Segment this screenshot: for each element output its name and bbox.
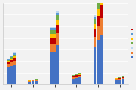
- Bar: [53, 27, 56, 28]
- Bar: [50, 44, 53, 52]
- Bar: [7, 59, 10, 60]
- Bar: [75, 74, 78, 75]
- Bar: [56, 13, 59, 15]
- Bar: [56, 20, 59, 25]
- Bar: [94, 47, 96, 84]
- Bar: [50, 52, 53, 84]
- Bar: [75, 75, 78, 76]
- Bar: [13, 52, 16, 53]
- Bar: [94, 17, 96, 19]
- Bar: [122, 79, 124, 84]
- Bar: [122, 77, 124, 78]
- Bar: [53, 52, 56, 84]
- Bar: [115, 78, 118, 79]
- Bar: [94, 29, 96, 37]
- Bar: [97, 9, 100, 16]
- Bar: [53, 34, 56, 38]
- Bar: [10, 56, 13, 57]
- Bar: [118, 77, 121, 78]
- Bar: [56, 33, 59, 45]
- Bar: [32, 81, 34, 84]
- Bar: [78, 73, 81, 74]
- Bar: [50, 27, 53, 28]
- Bar: [97, 26, 100, 40]
- Bar: [13, 65, 16, 84]
- Bar: [53, 44, 56, 52]
- Bar: [75, 76, 78, 78]
- Bar: [56, 15, 59, 20]
- Bar: [100, 5, 103, 18]
- Bar: [100, 35, 103, 84]
- Bar: [75, 78, 78, 84]
- Legend: , , , , , , : , , , , , ,: [131, 28, 133, 59]
- Bar: [94, 24, 96, 29]
- Bar: [94, 15, 96, 17]
- Bar: [72, 76, 75, 77]
- Bar: [7, 60, 10, 61]
- Bar: [50, 30, 53, 34]
- Bar: [100, 0, 103, 5]
- Bar: [10, 57, 13, 59]
- Bar: [115, 79, 118, 80]
- Bar: [50, 38, 53, 44]
- Bar: [10, 60, 13, 62]
- Bar: [97, 3, 100, 9]
- Bar: [28, 80, 31, 81]
- Bar: [118, 78, 121, 79]
- Bar: [122, 76, 124, 77]
- Bar: [53, 28, 56, 30]
- Bar: [94, 19, 96, 24]
- Bar: [13, 53, 16, 55]
- Bar: [53, 38, 56, 44]
- Bar: [72, 79, 75, 84]
- Bar: [97, 0, 100, 3]
- Bar: [56, 45, 59, 84]
- Bar: [72, 75, 75, 76]
- Bar: [7, 67, 10, 84]
- Bar: [13, 61, 16, 65]
- Bar: [56, 11, 59, 13]
- Bar: [10, 62, 13, 66]
- Bar: [56, 25, 59, 33]
- Bar: [10, 59, 13, 60]
- Bar: [7, 61, 10, 62]
- Bar: [7, 64, 10, 67]
- Bar: [7, 62, 10, 64]
- Bar: [78, 77, 81, 84]
- Bar: [28, 82, 31, 84]
- Bar: [122, 78, 124, 79]
- Bar: [72, 77, 75, 79]
- Bar: [97, 40, 100, 84]
- Bar: [50, 34, 53, 38]
- Bar: [118, 80, 121, 84]
- Bar: [78, 75, 81, 76]
- Bar: [35, 81, 38, 84]
- Bar: [32, 80, 34, 81]
- Bar: [50, 28, 53, 30]
- Bar: [53, 30, 56, 34]
- Bar: [28, 81, 31, 82]
- Bar: [13, 56, 16, 58]
- Bar: [100, 18, 103, 35]
- Bar: [13, 55, 16, 56]
- Bar: [115, 80, 118, 84]
- Bar: [97, 16, 100, 26]
- Bar: [78, 74, 81, 75]
- Bar: [78, 76, 81, 77]
- Bar: [118, 79, 121, 80]
- Bar: [13, 58, 16, 61]
- Bar: [35, 80, 38, 81]
- Bar: [35, 79, 38, 80]
- Bar: [94, 37, 96, 47]
- Bar: [10, 66, 13, 84]
